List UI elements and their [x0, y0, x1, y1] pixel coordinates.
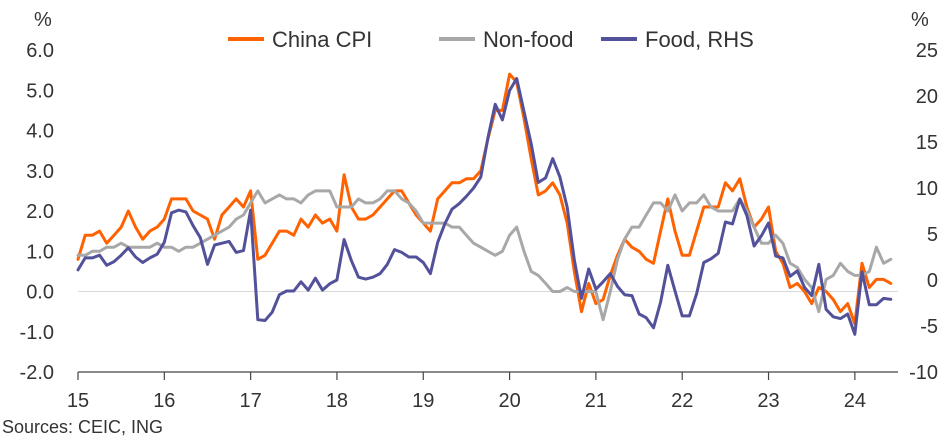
- right-tick-label: 0: [927, 270, 938, 292]
- right-tick-label: 15: [916, 132, 938, 154]
- x-tick-label: 18: [326, 390, 348, 412]
- x-tick-label: 20: [498, 390, 520, 412]
- left-tick-label: 4.0: [26, 121, 54, 143]
- x-tick-label: 21: [585, 390, 607, 412]
- left-tick-label: -2.0: [20, 362, 54, 384]
- right-tick-label: 10: [916, 178, 938, 200]
- right-tick-label: 25: [916, 40, 938, 62]
- legend: China CPI Non-food Food, RHS: [228, 27, 754, 52]
- right-axis: 25 20 15 10 5 0 -5 -10: [909, 40, 938, 384]
- x-tick-label: 17: [240, 390, 262, 412]
- left-tick-label: 0.0: [26, 282, 54, 304]
- x-tick-label: 15: [67, 390, 89, 412]
- x-tick-label: 22: [671, 390, 693, 412]
- series-line-china-cpi: [76, 72, 893, 326]
- legend-label: China CPI: [272, 27, 372, 52]
- left-tick-label: 1.0: [26, 241, 54, 263]
- plot-area: [78, 291, 898, 373]
- source-note: Sources: CEIC, ING: [2, 417, 163, 437]
- series-line-food-rhs: [76, 77, 893, 336]
- right-tick-label: 20: [916, 86, 938, 108]
- right-axis-unit: %: [911, 9, 929, 31]
- series-line-non-food: [76, 189, 893, 322]
- legend-label: Food, RHS: [645, 27, 754, 52]
- right-tick-label: -5: [920, 316, 938, 338]
- left-tick-label: 3.0: [26, 161, 54, 183]
- x-tick-label: 24: [844, 390, 866, 412]
- left-tick-label: 6.0: [26, 40, 54, 62]
- left-tick-label: -1.0: [20, 322, 54, 344]
- legend-label: Non-food: [483, 27, 574, 52]
- left-tick-label: 5.0: [26, 80, 54, 102]
- x-tick-label: 19: [412, 390, 434, 412]
- left-axis-unit: %: [34, 9, 52, 31]
- right-tick-label: 5: [927, 224, 938, 246]
- x-tick-label: 23: [757, 390, 779, 412]
- left-tick-label: 2.0: [26, 201, 54, 223]
- series-lines: [76, 72, 893, 336]
- right-tick-label: -10: [909, 362, 938, 384]
- x-tick-label: 16: [153, 390, 175, 412]
- x-axis: 15 16 17 18 19 20 21 22 23 24: [67, 372, 866, 412]
- left-axis: 6.0 5.0 4.0 3.0 2.0 1.0 0.0 -1.0 -2.0: [20, 40, 54, 384]
